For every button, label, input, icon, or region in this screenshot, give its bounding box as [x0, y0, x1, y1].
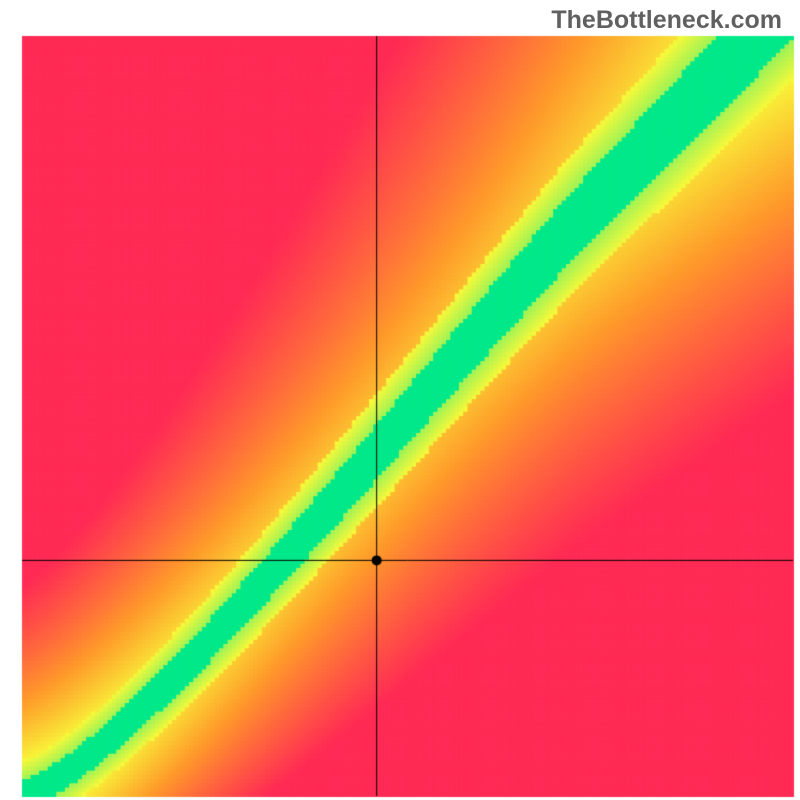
- bottleneck-heatmap: [0, 0, 800, 800]
- watermark-text: TheBottleneck.com: [551, 6, 782, 35]
